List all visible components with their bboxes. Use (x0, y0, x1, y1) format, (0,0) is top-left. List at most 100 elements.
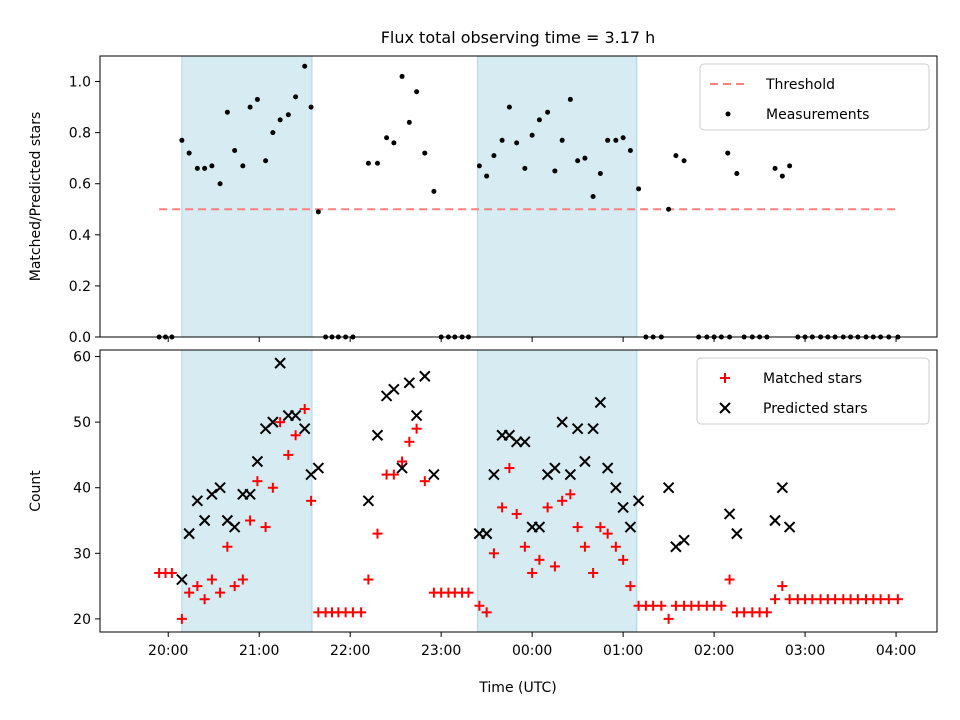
data-point (602, 528, 613, 539)
data-point (428, 468, 440, 481)
y-axis-label: Matched/Predicted stars (28, 112, 44, 282)
data-point (484, 173, 490, 179)
data-point (384, 135, 390, 141)
data-point (312, 462, 325, 474)
data-point (588, 567, 599, 578)
data-point (179, 137, 185, 143)
data-point (270, 130, 276, 136)
data-point (575, 158, 581, 164)
data-point (610, 482, 622, 494)
data-point (610, 541, 621, 552)
data-point (567, 96, 573, 102)
data-point (734, 171, 740, 177)
legend-handle (719, 402, 731, 414)
data-point (302, 63, 308, 69)
data-point (224, 109, 230, 115)
data-point (186, 150, 192, 156)
data-point (267, 416, 279, 428)
data-point (678, 534, 690, 546)
legend-handle (725, 111, 731, 117)
data-point (414, 89, 420, 95)
data-point (572, 522, 583, 533)
data-point (315, 209, 321, 215)
data-point (673, 153, 679, 159)
data-point (254, 96, 260, 102)
data-point (363, 574, 374, 585)
y-tick-label: 0.2 (69, 279, 91, 295)
data-point (724, 574, 735, 585)
data-point (776, 482, 789, 494)
legend-handle (720, 373, 730, 383)
data-point (723, 508, 736, 520)
data-point (779, 173, 785, 179)
data-point (374, 160, 380, 166)
data-point (571, 422, 584, 435)
data-point (536, 117, 542, 123)
data-point (277, 117, 283, 123)
data-point (499, 137, 505, 143)
y-tick-label: 1.0 (69, 75, 91, 91)
data-point (620, 135, 626, 141)
y-tick-label: 0.8 (69, 126, 91, 142)
x-tick-label: 04:00 (876, 643, 916, 659)
data-point (290, 430, 301, 441)
x-tick-label: 22:00 (330, 643, 370, 659)
y-tick-label: 0.4 (69, 228, 91, 244)
data-point (244, 488, 256, 500)
y-tick-label: 0.0 (69, 330, 91, 346)
data-point (613, 137, 619, 143)
data-point (594, 396, 607, 409)
y-axis-label: Count (28, 470, 44, 512)
top-panel: 0.0 0.2 0.4 0.6 0.8 1.0 Matched/Predicted star… (28, 55, 938, 346)
data-point (403, 377, 416, 389)
data-point (565, 489, 576, 500)
data-point (176, 573, 188, 586)
data-point (274, 357, 286, 369)
data-point (410, 409, 423, 422)
data-point (217, 181, 223, 187)
shaded-interval (477, 55, 638, 338)
data-point (474, 600, 485, 611)
data-point (209, 163, 215, 169)
data-point (617, 501, 629, 514)
data-point (283, 449, 294, 460)
data-point (549, 561, 560, 572)
data-point (411, 423, 422, 434)
data-point (559, 137, 565, 143)
data-point (510, 436, 523, 448)
data-point (240, 163, 246, 169)
data-point (391, 140, 397, 146)
data-point (488, 548, 499, 559)
data-point (263, 158, 269, 164)
data-point (770, 594, 781, 605)
x-tick-label: 20:00 (148, 643, 188, 659)
data-point (545, 109, 551, 115)
data-point (365, 160, 371, 166)
series-matched-stars (154, 404, 903, 624)
data-point (176, 613, 187, 624)
series-predicted-stars (176, 357, 796, 586)
data-point (422, 150, 428, 156)
data-point (783, 521, 796, 533)
bottom-panel: 20 30 40 50 60 20:00 21:00 22:00 23:00 00:00 01:00… (28, 349, 938, 659)
data-point (542, 502, 553, 513)
data-point (397, 456, 408, 467)
y-tick-label: 50 (73, 415, 91, 431)
data-point (627, 148, 633, 154)
data-point (222, 541, 233, 552)
data-point (506, 104, 512, 110)
data-point (228, 521, 241, 533)
data-point (388, 383, 400, 396)
data-point (229, 581, 240, 592)
data-point (731, 527, 743, 540)
data-point (285, 112, 291, 118)
data-point (194, 165, 200, 171)
axes-frame (99, 55, 938, 338)
data-point (666, 206, 672, 212)
data-point (769, 514, 781, 527)
data-point (476, 163, 482, 169)
data-point (166, 567, 177, 578)
data-point (356, 607, 367, 618)
x-tick-label: 00:00 (512, 643, 552, 659)
